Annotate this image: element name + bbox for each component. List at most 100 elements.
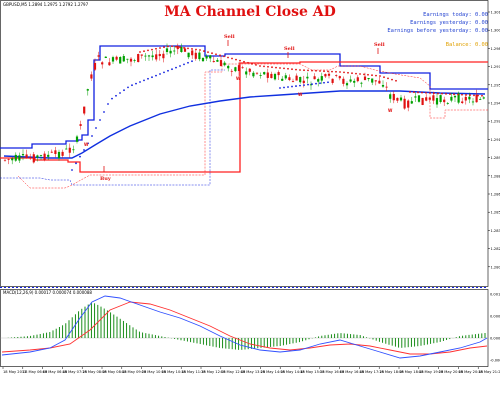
candle-body (385, 86, 388, 88)
time-axis-label: 18 May 10:05 (142, 370, 167, 374)
candle-body (219, 60, 223, 67)
time-axis-label: 18 May 16:05 (320, 370, 345, 374)
trailing-dot-red (323, 70, 325, 73)
trailing-dot-red (409, 91, 411, 93)
time-axis-label: 18 May 16:45 (340, 370, 365, 374)
macd-axis-label: 0.00000 (490, 337, 500, 341)
time-axis-label: 18 May 08:05 (82, 370, 107, 374)
candle-body (363, 76, 367, 81)
trailing-dot-blue (103, 111, 105, 113)
candle (32, 152, 35, 164)
candle (144, 52, 147, 61)
candle-body (432, 95, 435, 101)
signal-marker: Sell (374, 42, 385, 54)
candle (291, 78, 295, 83)
time-axis-label: 18 May 07:25 (62, 370, 87, 374)
candle (93, 58, 97, 72)
trailing-dot-blue (147, 77, 149, 80)
candle-body (86, 89, 89, 91)
candle-body (403, 98, 406, 109)
trailing-dot-red (231, 57, 233, 60)
candle (367, 77, 370, 82)
candle-body (230, 70, 233, 72)
trailing-dot-red (171, 45, 173, 48)
signal-marker: Sell (224, 34, 235, 46)
candle-body (443, 99, 446, 103)
candle (381, 80, 385, 88)
main-chart-frame (0, 0, 489, 287)
candle (140, 54, 143, 59)
candle (403, 95, 406, 110)
trailing-dot-red (387, 77, 389, 80)
price-axis-label: 1.2850 (491, 211, 500, 215)
time-axis-label: 18 May 17:25 (359, 370, 384, 374)
trailing-dot-red (417, 91, 419, 94)
trailing-dot-red (247, 61, 249, 64)
candle-body (191, 50, 194, 56)
candle (194, 49, 197, 61)
candle (115, 55, 118, 62)
candle (108, 58, 111, 66)
candle (317, 77, 320, 87)
candle-body (133, 60, 136, 61)
trailing-dot-red (395, 79, 397, 82)
trailing-dot-blue (283, 86, 285, 89)
trailing-dot-red (331, 70, 333, 73)
candle-body (309, 84, 313, 86)
trailing-dot-red (143, 50, 145, 53)
earnings-panel: Earnings today: 0.00 Earnings yesterday:… (387, 11, 488, 49)
macd-signal-line (1, 301, 488, 355)
candle-body (396, 97, 399, 101)
trailing-dot-blue (131, 84, 133, 87)
candle (306, 72, 309, 84)
candle-body (342, 78, 345, 84)
candle (428, 97, 431, 103)
trailing-dot-blue (71, 169, 73, 171)
trailing-dot-red (437, 92, 439, 95)
trailing-dot-blue (79, 155, 81, 158)
trailing-dot-blue (115, 94, 117, 97)
candle-body (90, 74, 93, 79)
trailing-dot-red (335, 70, 337, 73)
wave-marker: W (298, 92, 303, 97)
candle (277, 70, 280, 80)
candle-body (7, 159, 10, 160)
candle (219, 55, 223, 67)
candle-body (32, 154, 35, 163)
candle-body (144, 55, 147, 57)
candle (137, 53, 140, 63)
candle-body (18, 155, 21, 161)
candle-body (147, 55, 151, 57)
candle-body (252, 72, 255, 77)
candle (216, 58, 219, 62)
candle (443, 96, 446, 107)
candle-body (198, 52, 201, 60)
candle-body (299, 77, 302, 83)
candle-body (183, 48, 187, 52)
candle-body (11, 158, 14, 161)
candle-body (353, 80, 356, 83)
candle-body (302, 80, 305, 84)
candle-body (417, 95, 421, 102)
candle (169, 47, 172, 58)
candle-body (461, 101, 464, 104)
price-axis-label: 1.2835 (491, 229, 500, 233)
candle (252, 71, 255, 78)
trailing-dot-red (151, 48, 153, 51)
candle (421, 97, 424, 106)
trailing-dot-red (355, 72, 357, 75)
time-axis-label: 18 May 06:05 (23, 370, 48, 374)
trailing-dot-red (227, 56, 229, 59)
candle-body (475, 94, 478, 103)
trailing-dot-red (255, 64, 257, 66)
candle-body (108, 62, 111, 66)
candle-body (119, 57, 122, 64)
trailing-dot-red (383, 76, 385, 79)
moving-average-line (3, 90, 486, 159)
wave-marker: W (236, 76, 241, 81)
time-axis-label: 18 May 21:25 (478, 370, 500, 374)
price-axis-label: 1.3015 (491, 11, 500, 15)
candle (104, 56, 107, 59)
